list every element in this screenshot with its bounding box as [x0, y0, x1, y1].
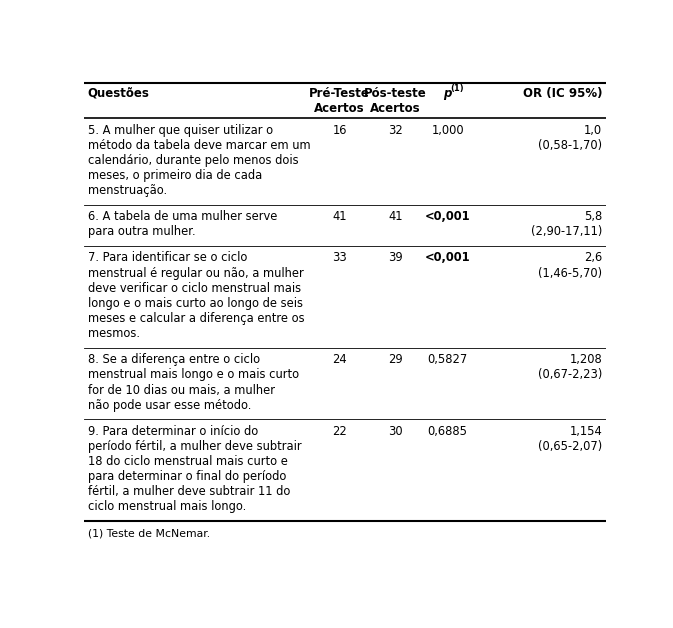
- Text: p: p: [444, 87, 452, 100]
- Text: (1): (1): [450, 84, 464, 92]
- Text: <0,001: <0,001: [425, 210, 470, 224]
- Text: longo e o mais curto ao longo de seis: longo e o mais curto ao longo de seis: [87, 297, 303, 310]
- Text: 8. Se a diferença entre o ciclo: 8. Se a diferença entre o ciclo: [87, 353, 260, 366]
- Text: 1,0: 1,0: [584, 124, 602, 137]
- Text: 1,154: 1,154: [569, 425, 602, 438]
- Text: 0,5827: 0,5827: [427, 353, 468, 366]
- Text: calendário, durante pelo menos dois: calendário, durante pelo menos dois: [87, 154, 298, 167]
- Text: período fértil, a mulher deve subtrair: período fértil, a mulher deve subtrair: [87, 440, 302, 453]
- Text: 41: 41: [332, 210, 347, 224]
- Text: Questões: Questões: [87, 87, 149, 100]
- Text: (2,90-17,11): (2,90-17,11): [531, 225, 602, 239]
- Text: 22: 22: [332, 425, 347, 438]
- Text: 39: 39: [388, 251, 403, 264]
- Text: deve verificar o ciclo menstrual mais: deve verificar o ciclo menstrual mais: [87, 282, 301, 295]
- Text: 30: 30: [388, 425, 403, 438]
- Text: 18 do ciclo menstrual mais curto e: 18 do ciclo menstrual mais curto e: [87, 455, 287, 468]
- Text: ciclo menstrual mais longo.: ciclo menstrual mais longo.: [87, 501, 246, 514]
- Text: 24: 24: [332, 353, 347, 366]
- Text: for de 10 dias ou mais, a mulher: for de 10 dias ou mais, a mulher: [87, 384, 275, 396]
- Text: (0,58-1,70): (0,58-1,70): [538, 139, 602, 152]
- Text: 41: 41: [388, 210, 402, 224]
- Text: Acertos: Acertos: [314, 102, 365, 115]
- Text: não pode usar esse método.: não pode usar esse método.: [87, 399, 251, 412]
- Text: 5,8: 5,8: [583, 210, 602, 224]
- Text: 16: 16: [332, 124, 347, 137]
- Text: menstrual mais longo e o mais curto: menstrual mais longo e o mais curto: [87, 368, 299, 381]
- Text: (1) Teste de McNemar.: (1) Teste de McNemar.: [87, 528, 210, 538]
- Text: método da tabela deve marcar em um: método da tabela deve marcar em um: [87, 139, 310, 152]
- Text: para outra mulher.: para outra mulher.: [87, 225, 195, 239]
- Text: <0,001: <0,001: [425, 251, 470, 264]
- Text: 9. Para determinar o início do: 9. Para determinar o início do: [87, 425, 258, 438]
- Text: Pré-Teste: Pré-Teste: [310, 87, 370, 100]
- Text: 33: 33: [332, 251, 347, 264]
- Text: 1,000: 1,000: [431, 124, 464, 137]
- Text: Acertos: Acertos: [370, 102, 421, 115]
- Text: 1,208: 1,208: [569, 353, 602, 366]
- Text: 5. A mulher que quiser utilizar o: 5. A mulher que quiser utilizar o: [87, 124, 273, 137]
- Text: Pós-teste: Pós-teste: [364, 87, 427, 100]
- Text: 6. A tabela de uma mulher serve: 6. A tabela de uma mulher serve: [87, 210, 277, 224]
- Text: meses, o primeiro dia de cada: meses, o primeiro dia de cada: [87, 170, 262, 182]
- Text: (0,65-2,07): (0,65-2,07): [538, 440, 602, 453]
- Text: para determinar o final do período: para determinar o final do período: [87, 470, 286, 483]
- Text: 2,6: 2,6: [583, 251, 602, 264]
- Text: 29: 29: [388, 353, 403, 366]
- Text: menstrual é regular ou não, a mulher: menstrual é regular ou não, a mulher: [87, 266, 304, 279]
- Text: (1,46-5,70): (1,46-5,70): [538, 266, 602, 279]
- Text: mesmos.: mesmos.: [87, 327, 140, 340]
- Text: meses e calcular a diferença entre os: meses e calcular a diferença entre os: [87, 312, 304, 325]
- Text: menstruação.: menstruação.: [87, 185, 167, 197]
- Text: 32: 32: [388, 124, 403, 137]
- Text: OR (IC 95%): OR (IC 95%): [522, 87, 602, 100]
- Text: 0,6885: 0,6885: [427, 425, 468, 438]
- Text: fértil, a mulher deve subtrair 11 do: fértil, a mulher deve subtrair 11 do: [87, 485, 290, 498]
- Text: (0,67-2,23): (0,67-2,23): [538, 368, 602, 381]
- Text: 7. Para identificar se o ciclo: 7. Para identificar se o ciclo: [87, 251, 247, 264]
